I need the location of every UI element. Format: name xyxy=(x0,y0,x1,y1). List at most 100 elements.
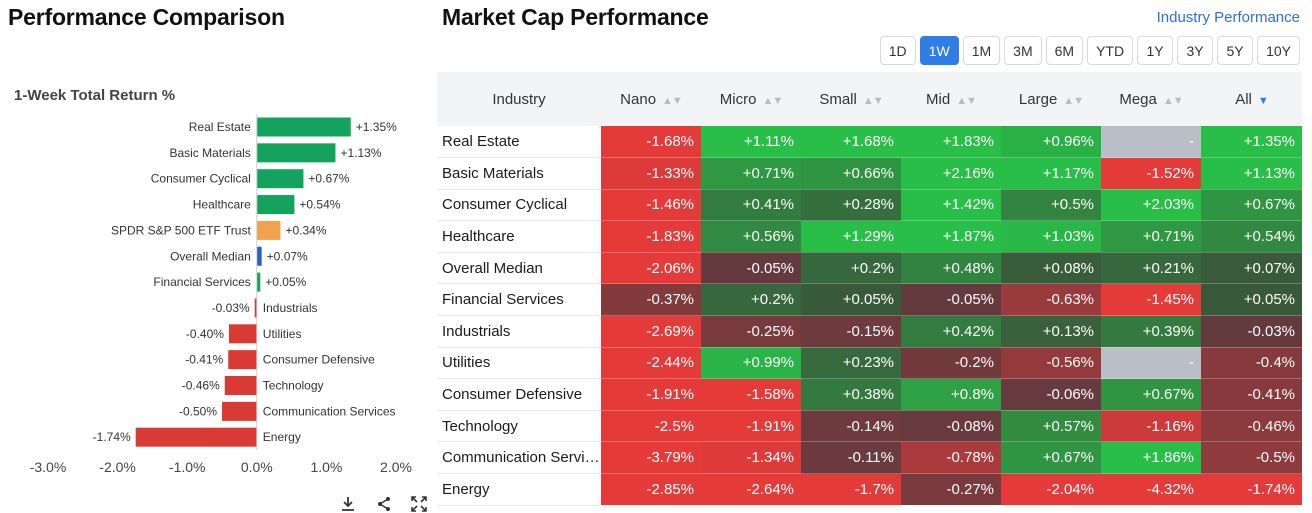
bar xyxy=(228,324,257,344)
industry-name[interactable]: Consumer Defensive xyxy=(437,378,601,411)
category-label: Real Estate xyxy=(189,120,251,134)
performance-cell: +0.13% xyxy=(1001,315,1101,348)
performance-cell: +0.21% xyxy=(1101,252,1201,285)
period-button-3m[interactable]: 3M xyxy=(1004,36,1042,65)
table-row[interactable]: Technology -2.5% -1.91% -0.14% -0.08% +0.57% -… xyxy=(437,410,1302,443)
column-header-nano[interactable]: Nano ▲▼ xyxy=(601,72,701,126)
performance-cell: +0.2% xyxy=(701,283,801,317)
sort-icon[interactable]: ▲▼ xyxy=(1063,94,1084,107)
table-row[interactable]: Real Estate -1.68% +1.11% +1.68% +1.83% +0.96… xyxy=(437,126,1302,159)
performance-cell: -0.41% xyxy=(1201,378,1302,411)
performance-cell: +0.8% xyxy=(901,378,1001,411)
table-row[interactable]: Healthcare -1.83% +0.56% +1.29% +1.87% +1.03%… xyxy=(437,220,1302,253)
column-label: Micro xyxy=(719,90,757,108)
industry-name[interactable]: Basic Materials xyxy=(437,157,601,190)
sort-icon[interactable]: ▲▼ xyxy=(662,94,683,107)
period-button-10y[interactable]: 10Y xyxy=(1257,36,1300,65)
performance-cell: -1.34% xyxy=(701,441,801,475)
industry-name[interactable]: Utilities xyxy=(437,347,601,380)
period-button-1m[interactable]: 1M xyxy=(962,36,1001,65)
industry-name[interactable]: Consumer Cyclical xyxy=(437,189,601,222)
performance-cell: -1.68% xyxy=(601,126,701,159)
industry-name[interactable]: Energy xyxy=(437,473,601,506)
sort-icon[interactable]: ▲▼ xyxy=(762,94,783,107)
table-row[interactable]: Energy -2.85% -2.64% -1.7% -0.27% -2.04% -4.32… xyxy=(437,473,1302,506)
sort-icon[interactable]: ▼ xyxy=(1257,94,1269,107)
column-header-all[interactable]: All ▼ xyxy=(1201,72,1302,126)
column-header-micro[interactable]: Micro ▲▼ xyxy=(701,72,801,126)
performance-cell: -0.5% xyxy=(1201,441,1302,475)
category-label: Technology xyxy=(263,379,324,393)
performance-cell: +0.05% xyxy=(801,283,901,317)
performance-cell: -2.44% xyxy=(601,347,701,380)
performance-cell: -1.33% xyxy=(601,157,701,190)
performance-cell: -1.58% xyxy=(701,378,801,411)
performance-cell: -2.5% xyxy=(601,410,701,443)
bar xyxy=(224,376,257,395)
sort-icon[interactable]: ▲▼ xyxy=(1162,94,1184,107)
performance-cell: -0.63% xyxy=(1001,283,1101,317)
performance-cell: -1.46% xyxy=(601,189,701,222)
performance-cell: -1.83% xyxy=(601,220,701,253)
download-icon[interactable] xyxy=(340,496,356,513)
table-row[interactable]: Basic Materials -1.33% +0.71% +0.66% +2.16% +… xyxy=(437,157,1302,190)
sort-icon[interactable]: ▲▼ xyxy=(956,94,977,107)
value-label: -0.40% xyxy=(186,327,224,341)
period-button-5y[interactable]: 5Y xyxy=(1217,36,1254,65)
category-label: Utilities xyxy=(263,327,302,341)
performance-cell: +0.67% xyxy=(1201,189,1302,222)
bar xyxy=(256,220,281,240)
performance-cell: +0.05% xyxy=(1201,283,1302,317)
period-button-1w[interactable]: 1W xyxy=(919,36,959,65)
performance-cell: +1.68% xyxy=(801,126,901,159)
industry-name[interactable]: Communication Services xyxy=(437,441,601,475)
period-button-ytd[interactable]: YTD xyxy=(1087,36,1134,65)
bar xyxy=(256,117,351,137)
table-row[interactable]: Consumer Defensive -1.91% -1.58% +0.38% +0.8… xyxy=(437,378,1302,411)
table-row[interactable]: Communication Services -3.79% -1.34% -0.11%… xyxy=(437,441,1302,475)
column-header-mid[interactable]: Mid ▲▼ xyxy=(901,72,1001,126)
table-row[interactable]: Consumer Cyclical -1.46% +0.41% +0.28% +1.42… xyxy=(437,189,1302,222)
performance-cell: +1.35% xyxy=(1201,126,1302,159)
bar xyxy=(254,298,257,318)
share-icon[interactable] xyxy=(376,496,392,513)
column-header-mega[interactable]: Mega ▲▼ xyxy=(1101,72,1201,126)
performance-cell: +2.03% xyxy=(1101,189,1201,222)
value-label: +0.54% xyxy=(299,198,340,212)
table-row[interactable]: Overall Median -2.06% -0.05% +0.2% +0.48% +0.… xyxy=(437,252,1302,285)
sort-icon[interactable]: ▲▼ xyxy=(862,94,884,107)
performance-cell: -0.25% xyxy=(701,315,801,348)
industry-name[interactable]: Financial Services xyxy=(437,283,601,317)
category-label: Basic Materials xyxy=(169,146,250,160)
category-label: Financial Services xyxy=(153,275,250,289)
industry-name[interactable]: Industrials xyxy=(437,315,601,348)
industry-name[interactable]: Overall Median xyxy=(437,252,601,285)
performance-cell: +0.48% xyxy=(901,252,1001,285)
performance-cell: -3.79% xyxy=(601,441,701,475)
performance-cell: - xyxy=(1101,347,1201,380)
performance-cell: -0.27% xyxy=(901,473,1001,506)
market-cap-performance-title: Market Cap Performance xyxy=(442,4,709,30)
column-header-large[interactable]: Large ▲▼ xyxy=(1001,72,1101,126)
category-label: Energy xyxy=(263,430,301,444)
performance-cell: +0.28% xyxy=(801,189,901,222)
chart-subtitle: 1-Week Total Return % xyxy=(14,87,176,104)
bar xyxy=(256,195,295,215)
period-button-1d[interactable]: 1D xyxy=(879,36,916,65)
industry-name[interactable]: Healthcare xyxy=(437,220,601,253)
period-button-1y[interactable]: 1Y xyxy=(1137,36,1174,65)
expand-icon[interactable] xyxy=(411,496,427,513)
industry-name[interactable]: Real Estate xyxy=(437,126,601,159)
column-header-small[interactable]: Small ▲▼ xyxy=(801,72,901,126)
performance-cell: +0.23% xyxy=(801,347,901,380)
table-row[interactable]: Industrials -2.69% -0.25% -0.15% +0.42% +0.13… xyxy=(437,315,1302,348)
table-row[interactable]: Utilities -2.44% +0.99% +0.23% -0.2% -0.56% - -… xyxy=(437,347,1302,380)
performance-cell: -0.2% xyxy=(901,347,1001,380)
table-row[interactable]: Financial Services -0.37% +0.2% +0.05% -0.05… xyxy=(437,283,1302,317)
column-label: Mid xyxy=(926,90,951,108)
performance-cell: -0.56% xyxy=(1001,347,1101,380)
industry-performance-link[interactable]: Industry Performance xyxy=(1156,9,1300,26)
period-button-6m[interactable]: 6M xyxy=(1045,36,1084,65)
period-button-3y[interactable]: 3Y xyxy=(1177,36,1214,65)
industry-name[interactable]: Technology xyxy=(437,410,601,443)
